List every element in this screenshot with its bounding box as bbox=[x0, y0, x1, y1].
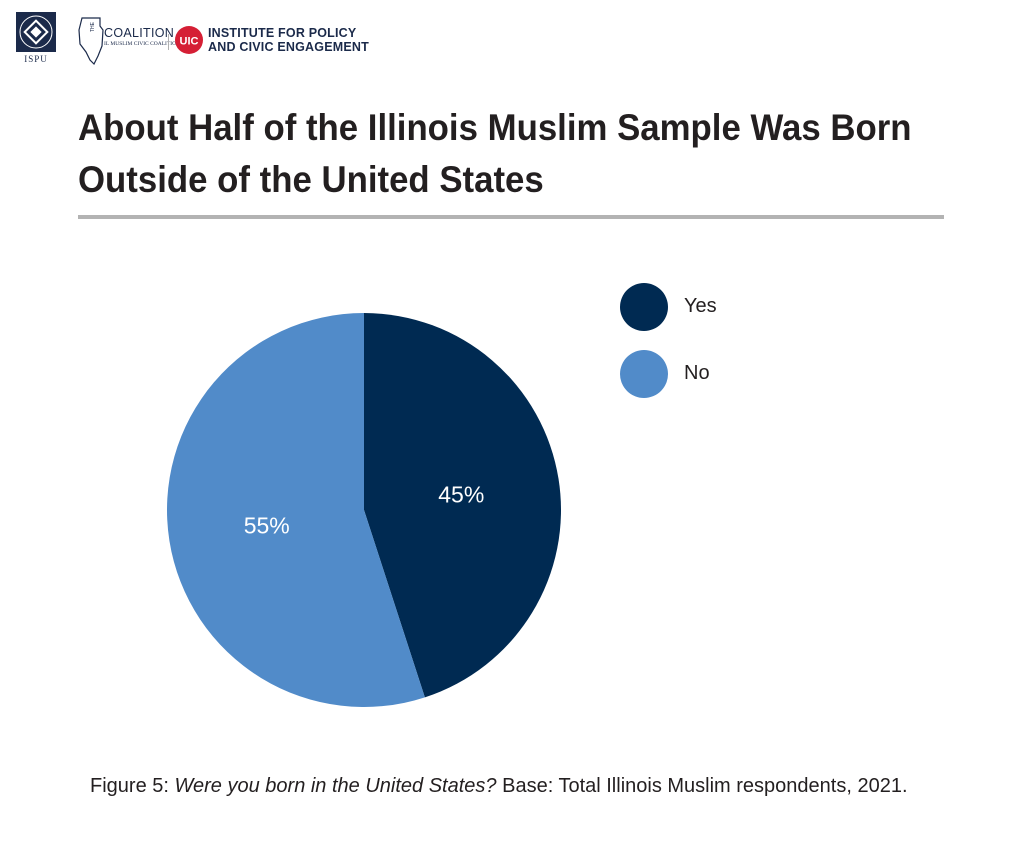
coalition-subtitle: IL MUSLIM CIVIC COALITION bbox=[104, 41, 181, 47]
pie-slice-no bbox=[166, 313, 425, 707]
coalition-logo: THE bbox=[76, 16, 172, 66]
legend-swatch-no bbox=[620, 350, 668, 398]
uic-institute-name: INSTITUTE FOR POLICY AND CIVIC ENGAGEMEN… bbox=[208, 26, 369, 54]
legend-item-no: No bbox=[620, 350, 820, 398]
caption-figure-number: Figure 5: bbox=[90, 775, 169, 797]
title-divider bbox=[78, 215, 944, 219]
pie-chart: 45% 55% bbox=[166, 313, 561, 707]
pie-label-no: 55% bbox=[244, 512, 290, 538]
ispu-logo: ISPU bbox=[16, 12, 56, 66]
illinois-outline-icon bbox=[78, 17, 104, 66]
uic-badge-text: UIC bbox=[180, 36, 199, 48]
caption-base: Base: Total Illinois Muslim respondents,… bbox=[496, 775, 908, 797]
ispu-emblem-icon bbox=[16, 12, 56, 52]
coalition-title: COALITION bbox=[104, 26, 175, 40]
coalition-prefix: THE bbox=[90, 22, 96, 32]
figure-caption: Figure 5: Were you born in the United St… bbox=[90, 773, 990, 799]
legend-label-no: No bbox=[684, 362, 710, 384]
header-logos: ISPU THE COALITION IL MUSLIM CIVIC COALI… bbox=[16, 12, 416, 68]
pie-slice-yes bbox=[364, 313, 561, 698]
legend-item-yes: Yes bbox=[620, 283, 820, 331]
logo-divider bbox=[168, 34, 169, 50]
uic-logo-icon: UIC bbox=[175, 26, 203, 54]
legend-label-yes: Yes bbox=[684, 295, 717, 317]
ispu-wordmark: ISPU bbox=[24, 54, 48, 64]
caption-question: Were you born in the United States? bbox=[174, 775, 497, 797]
pie-label-yes: 45% bbox=[438, 482, 484, 508]
legend-swatch-yes bbox=[620, 283, 668, 331]
chart-title: About Half of the Illinois Muslim Sample… bbox=[78, 107, 912, 200]
